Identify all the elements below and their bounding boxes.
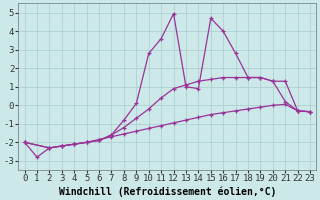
X-axis label: Windchill (Refroidissement éolien,°C): Windchill (Refroidissement éolien,°C) [59,186,276,197]
